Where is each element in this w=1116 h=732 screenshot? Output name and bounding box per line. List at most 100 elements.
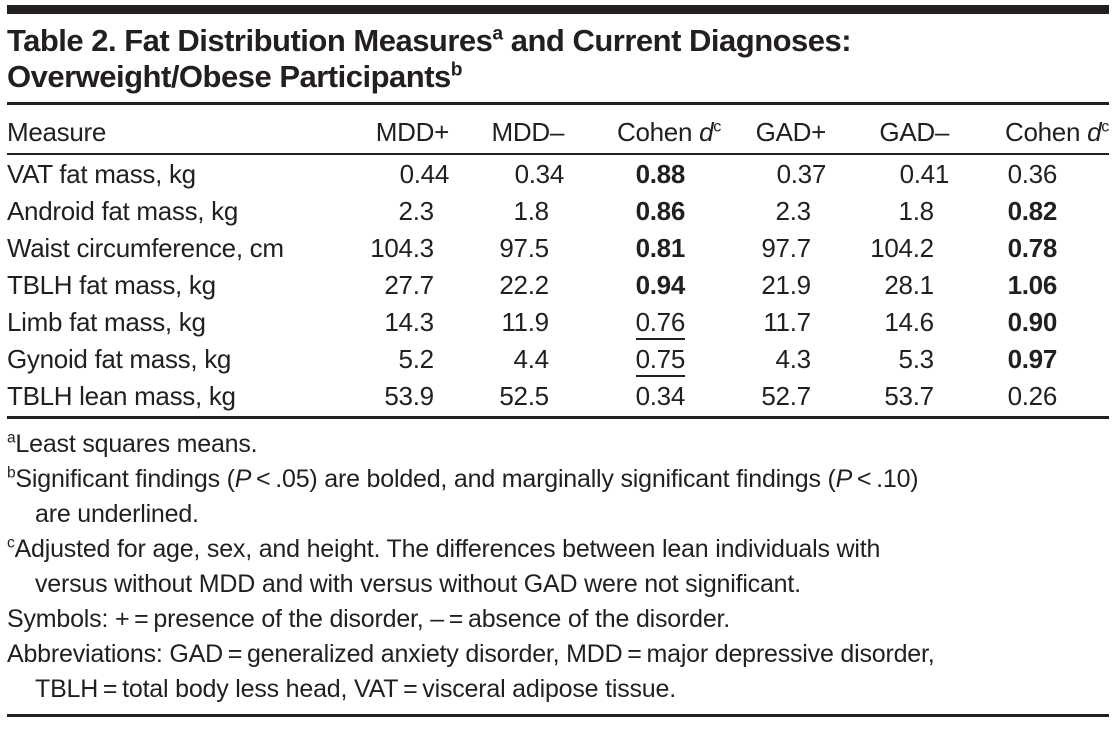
value: 0.26 xyxy=(1007,381,1058,411)
value-cell: 0.34 xyxy=(564,377,721,419)
table-row: Limb fat mass, kg 14.3 11.9 0.76 11.7 14.6 0.9… xyxy=(7,303,1109,340)
value-cell: 0.94 xyxy=(564,266,721,303)
superscript: c xyxy=(1101,117,1109,136)
bottom-rule xyxy=(7,714,1109,717)
value: 27.7 xyxy=(384,270,434,300)
value-cell: 22.2 xyxy=(449,266,564,303)
value-cell: 0.41 xyxy=(826,154,950,192)
value: 0.81 xyxy=(635,233,686,263)
text-segment: Significant findings ( xyxy=(15,465,235,493)
value-cell: 53.9 xyxy=(347,377,449,419)
text-segment: GAD– xyxy=(879,117,949,147)
table-title: Table 2. Fat Distribution Measuresa and … xyxy=(7,23,1109,95)
text-segment: and Current Diagnoses: xyxy=(502,23,852,58)
value: 97.7 xyxy=(761,233,811,263)
footnote-line: Symbols: + = presence of the disorder, –… xyxy=(7,602,1109,637)
superscript: b xyxy=(7,464,16,482)
value: 104.2 xyxy=(870,233,934,263)
measure-cell: Limb fat mass, kg xyxy=(7,307,206,337)
footnote-line: TBLH = total body less head, VAT = visce… xyxy=(7,672,1109,707)
value: 0.34 xyxy=(514,159,565,189)
value-cell: 52.5 xyxy=(449,377,564,419)
value-cell: 5.2 xyxy=(347,340,449,377)
title-line: Overweight/Obese Participantsb xyxy=(7,59,1109,95)
measure-cell: Gynoid fat mass, kg xyxy=(7,344,232,374)
value-cell: 5.3 xyxy=(826,340,949,377)
value: 52.5 xyxy=(499,381,549,411)
text-segment: Cohen xyxy=(1005,117,1088,147)
column-header: MDD+ xyxy=(347,103,450,155)
value: 53.9 xyxy=(384,381,434,411)
value: 5.3 xyxy=(898,344,935,374)
value-cell: 0.78 xyxy=(949,229,1109,266)
text-segment: are underlined. xyxy=(35,500,199,528)
value-cell: 0.26 xyxy=(949,377,1109,419)
superscript: b xyxy=(450,59,463,81)
value-cell: 2.3 xyxy=(347,192,449,229)
column-header: MDD– xyxy=(449,103,565,155)
table-row: VAT fat mass, kg 0.44 0.34 0.88 0.37 0.41 0.36 xyxy=(7,154,1109,192)
value-cell: 104.3 xyxy=(347,229,449,266)
superscript: a xyxy=(492,23,503,45)
value-cell: 4.3 xyxy=(721,340,826,377)
header-row: Measure MDD+ MDD– Cohen dc GAD+ GAD– Cohen dc xyxy=(7,103,1109,155)
text-segment: MDD– xyxy=(491,117,565,147)
measure-cell: VAT fat mass, kg xyxy=(7,159,196,189)
table-row: Gynoid fat mass, kg 5.2 4.4 0.75 4.3 5.3 0.97 xyxy=(7,340,1109,377)
value-cell: 0.86 xyxy=(564,192,721,229)
text-segment: GAD+ xyxy=(755,117,827,147)
value: 104.3 xyxy=(370,233,434,263)
value-cell: 28.1 xyxy=(826,266,949,303)
value-cell: 11.7 xyxy=(721,303,826,340)
value-cell: 97.7 xyxy=(721,229,826,266)
value: 21.9 xyxy=(761,270,811,300)
table-row: TBLH fat mass, kg 27.7 22.2 0.94 21.9 28.1 1.0… xyxy=(7,266,1109,303)
value-cell: 11.9 xyxy=(449,303,564,340)
fat-distribution-table: Measure MDD+ MDD– Cohen dc GAD+ GAD– Cohen dc … xyxy=(7,102,1109,419)
footnotes: aLeast squares means. bSignificant findin… xyxy=(7,427,1109,707)
footnote-line: bSignificant findings (P < .05) are bold… xyxy=(7,462,1109,497)
text-segment: < .10) xyxy=(852,465,919,493)
column-header: GAD– xyxy=(826,103,949,155)
value-cell: 21.9 xyxy=(721,266,826,303)
table-row: Waist circumference, cm 104.3 97.5 0.81 97.7… xyxy=(7,229,1109,266)
value-cell: 0.34 xyxy=(449,154,565,192)
measure-cell: Waist circumference, cm xyxy=(7,233,284,263)
measure-cell: TBLH lean mass, kg xyxy=(7,377,347,419)
measure-cell: Android fat mass, kg xyxy=(7,196,238,226)
value: 52.7 xyxy=(761,381,811,411)
footnote-line: Abbreviations: GAD = generalized anxiety… xyxy=(7,637,1109,672)
superscript: a xyxy=(7,429,16,447)
value-cell: 0.90 xyxy=(949,303,1109,340)
value: 28.1 xyxy=(884,270,934,300)
text-segment: Abbreviations: GAD = generalized anxiety… xyxy=(7,640,935,668)
value-cell: 0.44 xyxy=(347,154,450,192)
value: 22.2 xyxy=(499,270,549,300)
value: 0.86 xyxy=(635,196,686,226)
value-cell: 97.5 xyxy=(449,229,564,266)
value: 1.8 xyxy=(513,196,550,226)
value-cell: 0.88 xyxy=(564,154,721,192)
column-header: Measure xyxy=(7,103,347,155)
text-segment: Measure xyxy=(7,117,107,147)
value: 1.8 xyxy=(898,196,935,226)
value: 0.36 xyxy=(1007,159,1058,189)
value-cell: 14.3 xyxy=(347,303,449,340)
value-cell: 0.82 xyxy=(949,192,1109,229)
value: 1.06 xyxy=(1007,270,1058,300)
title-line: Table 2. Fat Distribution Measuresa and … xyxy=(7,23,1109,59)
footnote-line: cAdjusted for age, sex, and height. The … xyxy=(7,532,1109,567)
column-header: GAD+ xyxy=(721,103,827,155)
column-header: Cohen dc xyxy=(949,103,1109,155)
value: 5.2 xyxy=(398,344,435,374)
value: 53.7 xyxy=(884,381,934,411)
value: 4.4 xyxy=(513,344,550,374)
value: 0.78 xyxy=(1007,233,1058,263)
text-segment: Overweight/Obese Participants xyxy=(7,59,451,94)
value-cell: 1.8 xyxy=(826,192,949,229)
value-cell: 0.37 xyxy=(721,154,827,192)
value: 2.3 xyxy=(775,196,812,226)
column-header: Cohen dc xyxy=(564,103,721,155)
text-segment: MDD+ xyxy=(375,117,450,147)
value: 11.9 xyxy=(501,307,549,337)
